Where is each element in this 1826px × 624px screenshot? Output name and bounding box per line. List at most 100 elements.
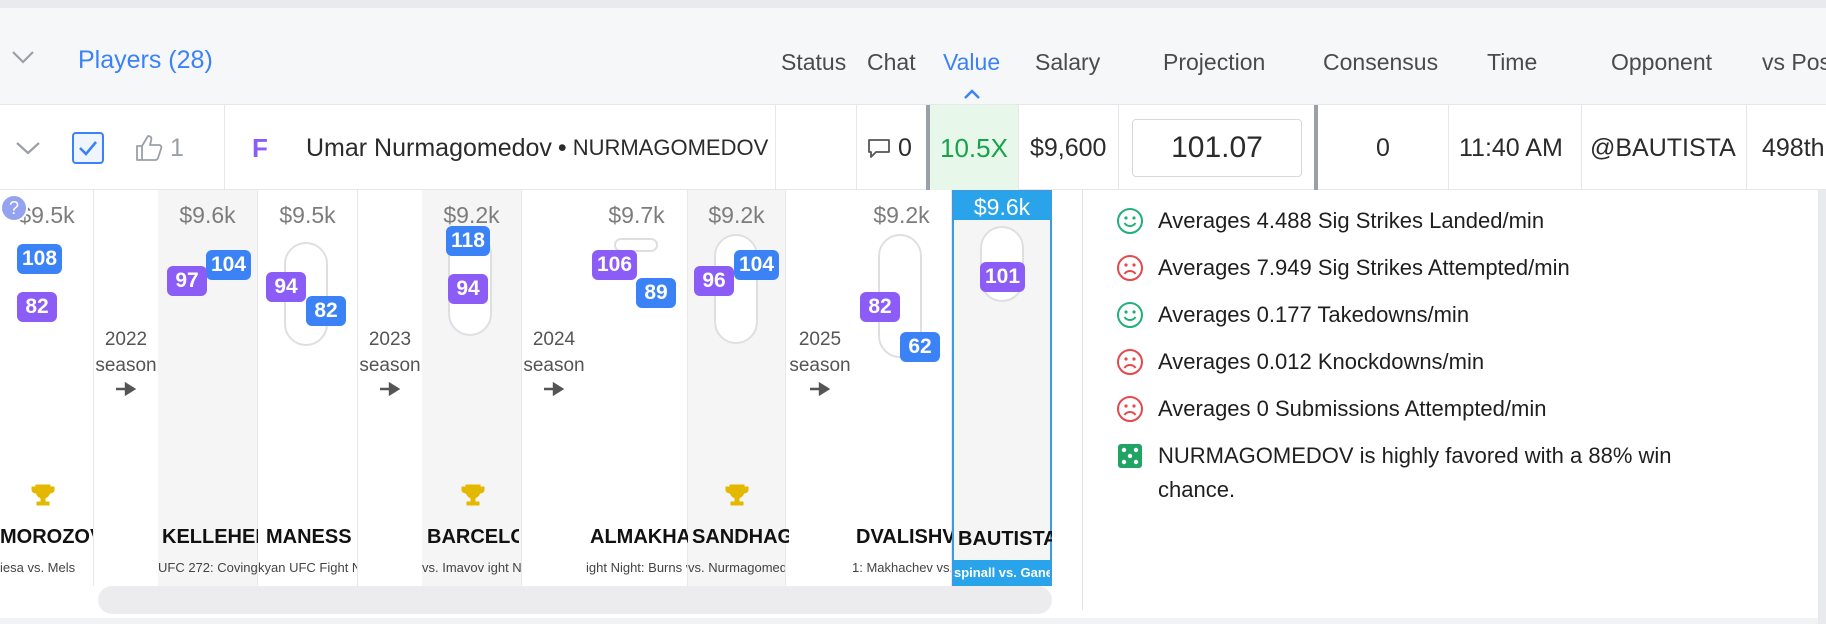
divider [1581,105,1582,191]
player-name[interactable]: Umar Nurmagomedov [306,133,552,162]
game-time: 11:40 AM [1459,133,1563,162]
opponent-name[interactable]: @BAUTISTA [1590,133,1736,162]
score-badge-purple: 106 [592,250,638,280]
column-salary[interactable]: Salary [1035,49,1101,75]
chat-icon[interactable] [866,136,892,160]
column-projection[interactable]: Projection [1163,49,1266,75]
fight-card[interactable]: $9.6k 104 97 KELLEHER UFC 272: Covington… [158,190,261,586]
fact-item: Averages 0.177 Takedowns/min [1116,298,1736,332]
row-expand[interactable] [14,105,42,191]
season-label: 2022 season [92,327,160,379]
season-word: season [523,355,585,376]
projection-cell[interactable]: 101.07 [1132,105,1302,191]
fight-card[interactable]: $9.2k 82 62 DVALISHVILI 1: Makhachev vs.… [852,190,955,586]
fact-item: NURMAGOMEDOV is highly favored with a 88… [1116,439,1736,507]
divider [224,105,225,191]
season-word: season [95,355,157,376]
column-separator [926,105,930,191]
score-range-bubble [614,238,658,252]
consensus-value: 0 [1376,133,1390,162]
salary-value: $9,600 [1030,133,1107,162]
trophy-icon [725,484,749,506]
player-code: NURMAGOMEDOV [572,135,769,160]
arrow-right-icon [380,382,401,396]
fight-card[interactable]: $9.2k 104 96 SANDHAGEN vs. Nurmagomedov [688,190,789,586]
row-checkbox[interactable] [72,132,104,164]
score-badge-purple: 94 [448,274,488,304]
table-header: Players (28) Status Chat Value Salary Pr… [0,8,1826,104]
column-opponent[interactable]: Opponent [1611,49,1713,75]
fight-salary: $9.6k [954,192,1050,220]
fact-text: NURMAGOMEDOV is highly favored with a 88… [1158,443,1672,502]
event-name: ight Night: Burns vs. Brady [586,560,687,575]
player-detail-panel: $9.5k 108 82 MOROZOV iesa vs. Mels ? 202… [0,190,1826,618]
opponent-name: SANDHAGEN [692,526,789,548]
dice-icon [1118,444,1142,468]
fight-card[interactable]: $9.5k 108 82 MOROZOV iesa vs. Mels [0,190,94,586]
row-checkbox-cell[interactable] [72,105,104,191]
fight-card[interactable]: $9.2k 118 94 BARCELOS vs. Imavov ight Ni… [422,190,522,586]
collapse-chevron-icon[interactable] [10,48,36,66]
column-time[interactable]: Time [1487,49,1538,75]
chat-cell[interactable]: 0 [866,105,912,191]
opponent-name: MANESS [266,526,352,548]
player-name-cell[interactable]: Umar Nurmagomedov • NURMAGOMEDOV [306,105,768,191]
season-word: season [789,355,851,376]
position-label: F [252,132,268,163]
divider [775,105,776,191]
score-badge-purple: 101 [980,262,1026,292]
players-count-link[interactable]: Players (28) [78,46,213,74]
divider [1746,105,1747,191]
frown-icon [1117,396,1143,422]
fight-salary: $9.2k [873,202,930,228]
season-label: 2025 season [786,327,854,379]
like-cell[interactable]: 1 [134,105,184,191]
trophy-icon [31,484,55,506]
fight-salary: $9.5k [279,202,336,228]
projection-input[interactable]: 101.07 [1132,119,1302,177]
time-cell: 11:40 AM [1459,105,1563,191]
divider [1018,105,1019,191]
fight-salary: $9.2k [708,202,765,228]
column-value[interactable]: Value [943,49,1001,75]
opponent-name: MOROZOV [0,526,93,548]
trophy-icon [461,484,485,506]
right-edge [1818,190,1826,624]
score-badge-blue: 118 [446,226,490,256]
fact-text: Averages 4.488 Sig Strikes Landed/min [1158,208,1545,233]
fight-card[interactable]: $9.7k 106 89 ALMAKHAN ight Night: Burns … [586,190,691,586]
opponent-cell[interactable]: @BAUTISTA [1590,105,1736,191]
column-separator [1314,105,1318,191]
consensus-cell: 0 [1318,105,1448,191]
arrow-right-icon [544,382,565,396]
timeline-scrollbar[interactable] [98,586,1052,614]
column-vs-pos[interactable]: vs Pos [1762,49,1826,75]
position-badge: F [252,105,268,191]
arrow-right-icon [810,382,831,396]
fight-history-timeline[interactable]: $9.5k 108 82 MOROZOV iesa vs. Mels ? 202… [0,190,1052,586]
score-badge-blue: 62 [900,332,940,362]
event-name: vs. Nurmagomedov [688,560,785,575]
fact-text: Averages 0.177 Takedowns/min [1158,302,1470,327]
score-badge-blue: 82 [306,296,346,326]
frown-icon [1117,349,1143,375]
score-badge-blue: 108 [17,244,63,274]
vs-pos-cell: 498th [1762,105,1825,191]
fight-salary: $9.6k [179,202,236,228]
help-icon[interactable]: ? [0,194,28,222]
player-facts: Averages 4.488 Sig Strikes Landed/min Av… [1116,204,1736,520]
column-chat[interactable]: Chat [867,49,916,75]
season-year: 2024 [532,329,576,350]
chevron-down-icon[interactable] [14,139,42,157]
fight-card[interactable]: $9.5k 94 82 MANESS kyan UFC Fight Night:… [258,190,358,586]
player-row[interactable]: 1 F Umar Nurmagomedov • NURMAGOMEDOV 0 1… [0,104,1826,191]
season-year: 2025 [798,329,842,350]
fact-item: Averages 4.488 Sig Strikes Landed/min [1116,204,1736,238]
fact-text: Averages 0.012 Knockdowns/min [1158,349,1485,374]
fight-card-current[interactable]: $9.6k 101 BAUTISTA spinall vs. Gane [952,190,1052,586]
column-status[interactable]: Status [781,49,847,75]
thumbs-up-icon[interactable] [134,133,164,163]
sort-asc-icon [964,89,980,99]
season-year: 2022 [104,329,148,350]
column-consensus[interactable]: Consensus [1323,49,1439,75]
